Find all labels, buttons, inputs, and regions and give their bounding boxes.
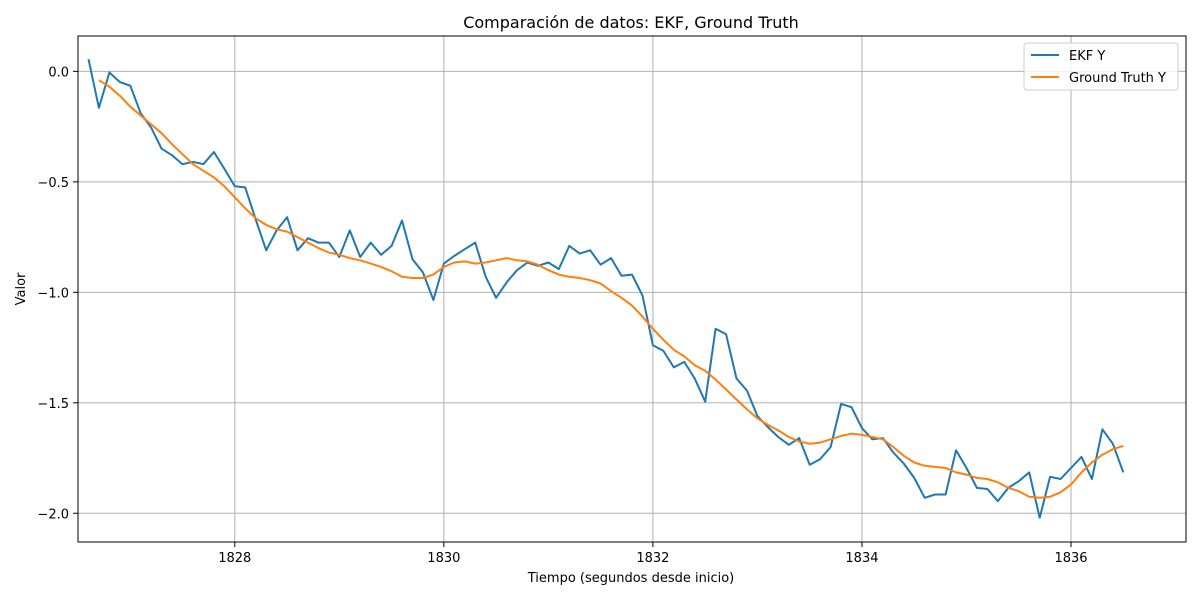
chart-title: Comparación de datos: EKF, Ground Truth (463, 13, 799, 32)
axis-ticks: 1828 1830 1832 1834 1836 0.0 −0.5 −1.0 −1.5 −2.0 (37, 65, 1087, 566)
y-tick-label: −2.0 (37, 507, 69, 522)
y-axis-title: Valor (14, 272, 29, 305)
y-tick-label: −1.0 (37, 286, 69, 301)
x-tick-label: 1834 (845, 551, 878, 566)
x-tick-label: 1832 (636, 551, 669, 566)
legend-label-ekf: EKF Y (1069, 49, 1105, 64)
x-tick-label: 1828 (218, 551, 251, 566)
y-tick-label: 0.0 (48, 65, 69, 80)
series-lines (87, 58, 1125, 519)
y-tick-label: −1.5 (37, 397, 69, 412)
legend-box (1023, 42, 1179, 91)
x-axis-title: Tiempo (segundos desde inicio) (527, 571, 735, 586)
y-tick-label: −0.5 (37, 176, 69, 191)
legend: EKF Y Ground Truth Y (1023, 42, 1179, 91)
x-tick-label: 1830 (427, 551, 460, 566)
grid (78, 36, 1186, 542)
legend-label-ground-truth: Ground Truth Y (1069, 71, 1166, 86)
plot-area-frame (77, 35, 1187, 543)
series-line-ground-truth-y (98, 79, 1124, 499)
x-tick-label: 1836 (1054, 551, 1087, 566)
series-line-ekf-y (87, 58, 1125, 519)
